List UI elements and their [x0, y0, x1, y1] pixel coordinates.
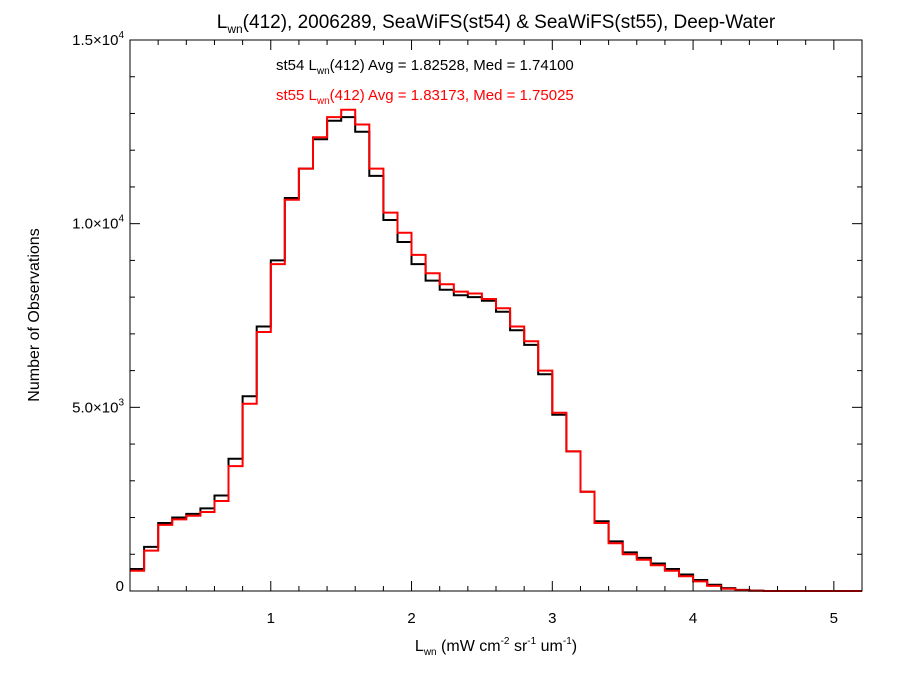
series-st55-line — [130, 108, 862, 592]
y-tick-label: 0 — [116, 578, 124, 595]
series-st54-line — [130, 116, 862, 592]
y-tick-label: 5.0×103 — [72, 397, 124, 416]
y-tick-label: 1.5×104 — [72, 30, 124, 49]
title-prefix: L — [217, 12, 228, 33]
title-subscript: wn — [226, 22, 242, 36]
x-tick-label: 1 — [267, 610, 275, 627]
annotation-st54-stats: st54 Lwn(412) Avg = 1.82528, Med = 1.741… — [276, 57, 574, 77]
chart-title: Lwn(412), 2006289, SeaWiFS(st54) & SeaWi… — [217, 12, 776, 36]
plot-frame — [129, 39, 863, 592]
x-tick-label: 2 — [407, 610, 415, 627]
x-axis-label: Lwn (mW cm-2 sr-1 um-1) — [415, 636, 577, 658]
series-layer — [130, 108, 862, 592]
title-suffix: (412), 2006289, SeaWiFS(st54) & SeaWiFS(… — [243, 12, 776, 33]
ticks-layer: 1 2 3 4 5 0 5.0×103 1.0×104 1.5×104 — [72, 30, 863, 627]
x-tick-label: 5 — [830, 610, 838, 627]
y-axis-label: Number of Observations — [26, 228, 43, 401]
y-tick-label: 1.0×104 — [72, 214, 124, 233]
x-tick-label: 4 — [689, 610, 697, 627]
annotation-st55-stats: st55 Lwn(412) Avg = 1.83173, Med = 1.750… — [276, 87, 574, 107]
x-tick-label: 3 — [548, 610, 556, 627]
